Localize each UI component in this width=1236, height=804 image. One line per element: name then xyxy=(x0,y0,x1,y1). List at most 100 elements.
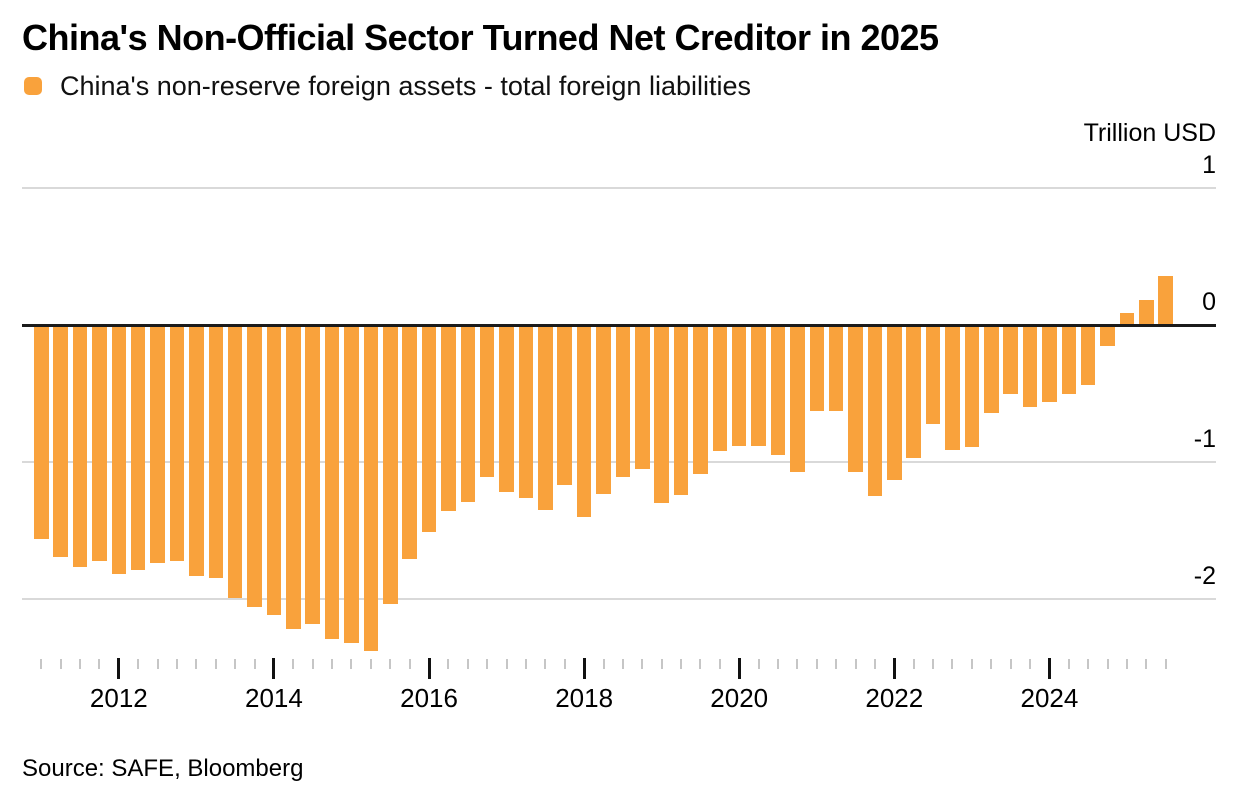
x-tick-minor-2020-q2 xyxy=(757,659,760,669)
bar-2016-q2 xyxy=(441,325,456,512)
x-tick-minor-2023-q4 xyxy=(1029,659,1032,669)
bar-2019-q4 xyxy=(712,325,728,452)
x-tick-minor-2023-q2 xyxy=(990,659,993,669)
x-tick-minor-2017-q2 xyxy=(524,659,527,669)
y-tick-label-0: 0 xyxy=(1202,288,1216,316)
bar-2022-q4 xyxy=(945,325,960,450)
x-tick-minor-2023-q3 xyxy=(1009,659,1012,669)
x-tick-minor-2015-q4 xyxy=(408,659,411,669)
x-tick-major-2012-q1 xyxy=(117,658,121,679)
bar-2024-q2 xyxy=(1061,325,1077,394)
bar-2016-q4 xyxy=(479,325,495,478)
x-tick-minor-2020-q3 xyxy=(777,659,779,669)
bar-2022-q2 xyxy=(906,325,921,458)
y-tick-label-1: 1 xyxy=(1202,151,1216,179)
x-tick-minor-2024-q3 xyxy=(1087,659,1090,669)
bar-2014-q1 xyxy=(266,325,282,616)
x-axis-label-2022: 2022 xyxy=(865,683,924,713)
x-tick-minor-2014-q2 xyxy=(292,659,295,669)
bar-2023-q2 xyxy=(984,325,999,413)
bar-2017-q1 xyxy=(499,325,514,493)
bar-2024-q1 xyxy=(1042,325,1057,402)
bar-2011-q4 xyxy=(92,325,107,561)
bar-2016-q3 xyxy=(460,325,476,502)
bar-2011-q2 xyxy=(53,325,68,557)
bar-2020-q1 xyxy=(731,325,747,446)
bar-2014-q4 xyxy=(324,325,340,639)
x-tick-minor-2019-q1 xyxy=(660,659,663,669)
bar-2011-q3 xyxy=(72,325,88,568)
bar-2025-q1 xyxy=(1119,312,1135,325)
bar-2014-q2 xyxy=(286,325,301,630)
x-tick-minor-2017-q3 xyxy=(544,659,547,669)
bar-2020-q2 xyxy=(751,325,766,446)
bar-2022-q1 xyxy=(887,325,902,480)
x-tick-minor-2019-q4 xyxy=(718,659,721,669)
gridline--2 xyxy=(22,598,1216,600)
x-tick-minor-2025-q1 xyxy=(1125,659,1128,669)
bar-2012-q1 xyxy=(111,325,127,575)
x-tick-minor-2023-q1 xyxy=(970,659,973,669)
bar-2015-q3 xyxy=(383,325,398,605)
bar-2015-q2 xyxy=(363,325,379,652)
x-tick-minor-2017-q1 xyxy=(505,659,508,669)
x-tick-minor-2025-q3 xyxy=(1164,659,1167,669)
x-tick-minor-2012-q3 xyxy=(156,659,159,669)
x-tick-minor-2018-q2 xyxy=(602,659,605,669)
x-tick-minor-2011-q1 xyxy=(40,659,43,669)
x-tick-major-2024-q1 xyxy=(1047,658,1051,679)
bar-2020-q3 xyxy=(770,325,786,456)
y-tick-label--2: -2 xyxy=(1193,562,1216,590)
bar-2019-q3 xyxy=(693,325,708,475)
x-tick-minor-2015-q2 xyxy=(369,659,372,669)
x-tick-minor-2022-q2 xyxy=(912,659,915,669)
bar-2016-q1 xyxy=(421,325,437,532)
bar-2021-q3 xyxy=(848,325,863,472)
bar-2025-q3 xyxy=(1158,275,1173,325)
x-tick-minor-2014-q3 xyxy=(311,659,314,669)
bar-2013-q3 xyxy=(227,325,243,598)
x-tick-minor-2016-q2 xyxy=(447,659,450,669)
x-tick-minor-2022-q3 xyxy=(932,659,935,669)
legend-label: China's non-reserve foreign assets - tot… xyxy=(60,71,751,101)
bar-2017-q3 xyxy=(538,325,553,510)
x-axis-label-2014: 2014 xyxy=(245,683,303,713)
bar-2021-q2 xyxy=(828,325,844,412)
bar-2023-q4 xyxy=(1022,325,1038,408)
x-axis-label-2016: 2016 xyxy=(400,683,458,713)
bar-2011-q1 xyxy=(34,325,49,539)
x-tick-minor-2016-q4 xyxy=(486,659,489,669)
x-tick-minor-2025-q2 xyxy=(1145,659,1148,669)
x-tick-major-2014-q1 xyxy=(272,658,276,679)
x-tick-minor-2024-q4 xyxy=(1106,659,1109,669)
y-tick-label--1: -1 xyxy=(1193,425,1216,453)
x-axis-label-2024: 2024 xyxy=(1020,683,1079,713)
bar-2019-q1 xyxy=(654,325,669,504)
x-tick-minor-2021-q1 xyxy=(815,659,818,669)
x-tick-major-2022-q1 xyxy=(892,658,896,679)
x-tick-minor-2021-q2 xyxy=(835,659,838,669)
x-tick-minor-2024-q2 xyxy=(1067,659,1070,669)
bar-2013-q4 xyxy=(247,325,262,608)
x-axis-label-2018: 2018 xyxy=(555,683,614,713)
x-tick-major-2018-q1 xyxy=(582,658,586,679)
zero-axis-line xyxy=(22,323,1216,327)
bar-2018-q1 xyxy=(576,325,592,517)
legend: China's non-reserve foreign assets - tot… xyxy=(24,72,751,100)
x-tick-minor-2014-q4 xyxy=(331,659,334,669)
x-tick-minor-2022-q4 xyxy=(951,659,954,669)
bar-2012-q3 xyxy=(150,325,165,564)
x-tick-minor-2021-q3 xyxy=(854,659,857,669)
x-tick-minor-2018-q3 xyxy=(621,659,624,669)
bar-2012-q4 xyxy=(169,325,185,561)
bar-2024-q4 xyxy=(1100,325,1115,346)
x-tick-minor-2021-q4 xyxy=(873,659,876,669)
x-tick-minor-2011-q3 xyxy=(79,659,82,669)
bar-2018-q2 xyxy=(596,325,611,494)
source-note: Source: SAFE, Bloomberg xyxy=(22,755,304,782)
x-tick-minor-2020-q4 xyxy=(796,659,799,669)
x-tick-minor-2018-q4 xyxy=(641,659,644,669)
y-axis-unit-label: Trillion USD xyxy=(1083,119,1216,147)
bar-2018-q4 xyxy=(635,325,650,469)
